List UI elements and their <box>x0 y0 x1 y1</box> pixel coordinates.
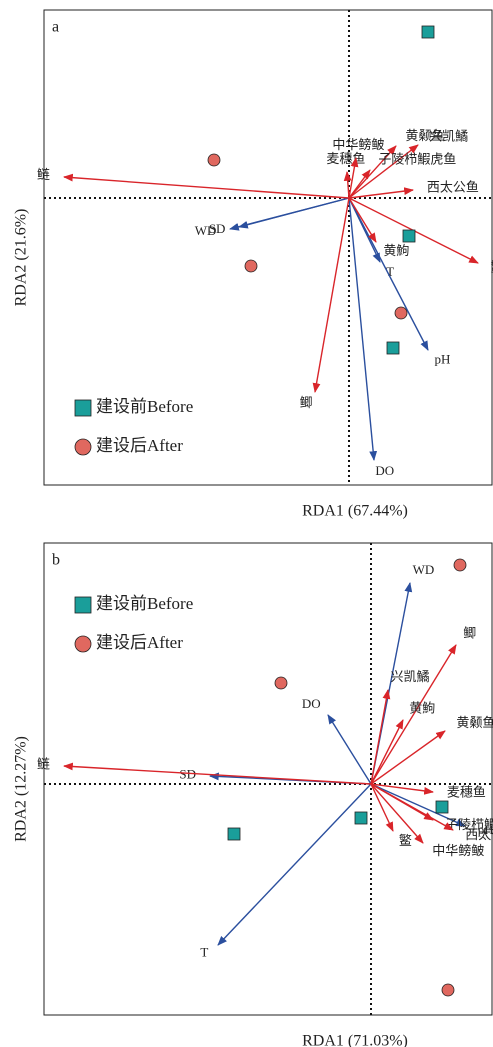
loading-label: pH <box>478 822 493 837</box>
loading-label: 兴凯鱊 <box>429 129 468 144</box>
loading-label: 黄鮈 <box>383 243 409 258</box>
site-point <box>354 811 368 825</box>
site-point <box>435 800 449 814</box>
site-point <box>274 676 288 690</box>
loading-label: DO <box>302 696 321 711</box>
loading-label: 鳘 <box>491 259 493 274</box>
y-axis-label: RDA2 (21.6%) <box>13 209 30 307</box>
loading-arrow <box>343 171 352 199</box>
legend-label: 建设后After <box>96 633 183 652</box>
loading-arrow <box>63 173 350 199</box>
loading-label: 黄鮈 <box>409 700 435 715</box>
loading-arrow <box>370 719 404 785</box>
loading-arrow <box>370 783 454 831</box>
loading-label: T <box>386 264 394 279</box>
loading-arrow <box>370 783 394 832</box>
loading-arrow <box>370 783 424 844</box>
legend-label: 建设后After <box>96 436 183 455</box>
loading-label: 中华鳑鲏 <box>332 137 384 152</box>
x-axis-label: RDA1 (67.44%) <box>302 503 408 520</box>
loading-label: 中华鳑鲏 <box>432 843 484 858</box>
loading-label: 麦穗鱼 <box>447 785 486 800</box>
loading-arrow <box>370 783 434 795</box>
loading-label: 黄颡鱼 <box>456 715 493 730</box>
site-point <box>394 306 408 320</box>
loading-arrow <box>63 762 372 785</box>
loading-arrow <box>238 197 350 229</box>
loading-label: 鲢 <box>37 167 50 182</box>
loading-arrow <box>348 197 377 243</box>
loading-label: pH <box>434 352 450 367</box>
loading-label: 西太公鱼 <box>465 827 493 842</box>
loading-arrow <box>348 197 429 351</box>
loading-arrow <box>348 144 419 199</box>
site-point <box>402 229 416 243</box>
loading-arrow <box>217 783 372 946</box>
y-axis-label: RDA2 (12.27%) <box>13 736 30 842</box>
legend-marker <box>74 596 92 614</box>
x-axis-label: RDA1 (71.03%) <box>302 1033 408 1047</box>
site-point <box>227 827 241 841</box>
loading-label: 子陵栉鰕虎鱼 <box>445 817 493 832</box>
site-point <box>244 259 258 273</box>
loading-arrow <box>312 197 350 393</box>
loading-label: 鲫 <box>300 395 313 410</box>
loading-arrow <box>348 145 397 199</box>
legend-marker <box>74 635 92 653</box>
loading-label: 西太公鱼 <box>427 179 479 194</box>
loading-arrow <box>370 783 466 827</box>
loading-label: 麦穗鱼 <box>326 151 365 166</box>
loading-arrow <box>370 730 446 785</box>
legend-marker <box>74 438 92 456</box>
plot-frame <box>43 542 493 1016</box>
loading-arrow <box>348 187 414 199</box>
panel-label: a <box>52 19 59 36</box>
loading-label: 子陵栉鰕虎鱼 <box>378 151 456 166</box>
loading-label: WD <box>195 223 217 238</box>
legend-marker <box>74 399 92 417</box>
site-point <box>421 25 435 39</box>
legend-label: 建设前Before <box>96 594 193 613</box>
site-point <box>441 983 455 997</box>
loading-arrow <box>327 714 372 785</box>
loading-arrow <box>370 644 457 785</box>
loading-label: SD <box>209 221 226 236</box>
legend-label: 建设前Before <box>96 397 193 416</box>
loading-label: DO <box>375 463 394 478</box>
loading-label: WD <box>413 562 435 577</box>
loading-label: 鲫 <box>463 626 476 641</box>
loading-label: 黄颡鱼 <box>405 128 444 143</box>
panel-label: b <box>52 552 60 569</box>
loading-label: 鲢 <box>37 756 50 771</box>
loading-arrow <box>370 689 391 785</box>
plot-frame <box>43 9 493 486</box>
loading-arrow <box>348 157 359 199</box>
loading-label: 鳘 <box>399 833 412 848</box>
site-point <box>207 153 221 167</box>
loading-label: 兴凯鱊 <box>390 669 429 684</box>
site-point <box>386 341 400 355</box>
loading-label: T <box>200 945 208 960</box>
loading-arrow <box>348 169 371 199</box>
loading-arrow <box>348 197 378 461</box>
site-point <box>453 558 467 572</box>
